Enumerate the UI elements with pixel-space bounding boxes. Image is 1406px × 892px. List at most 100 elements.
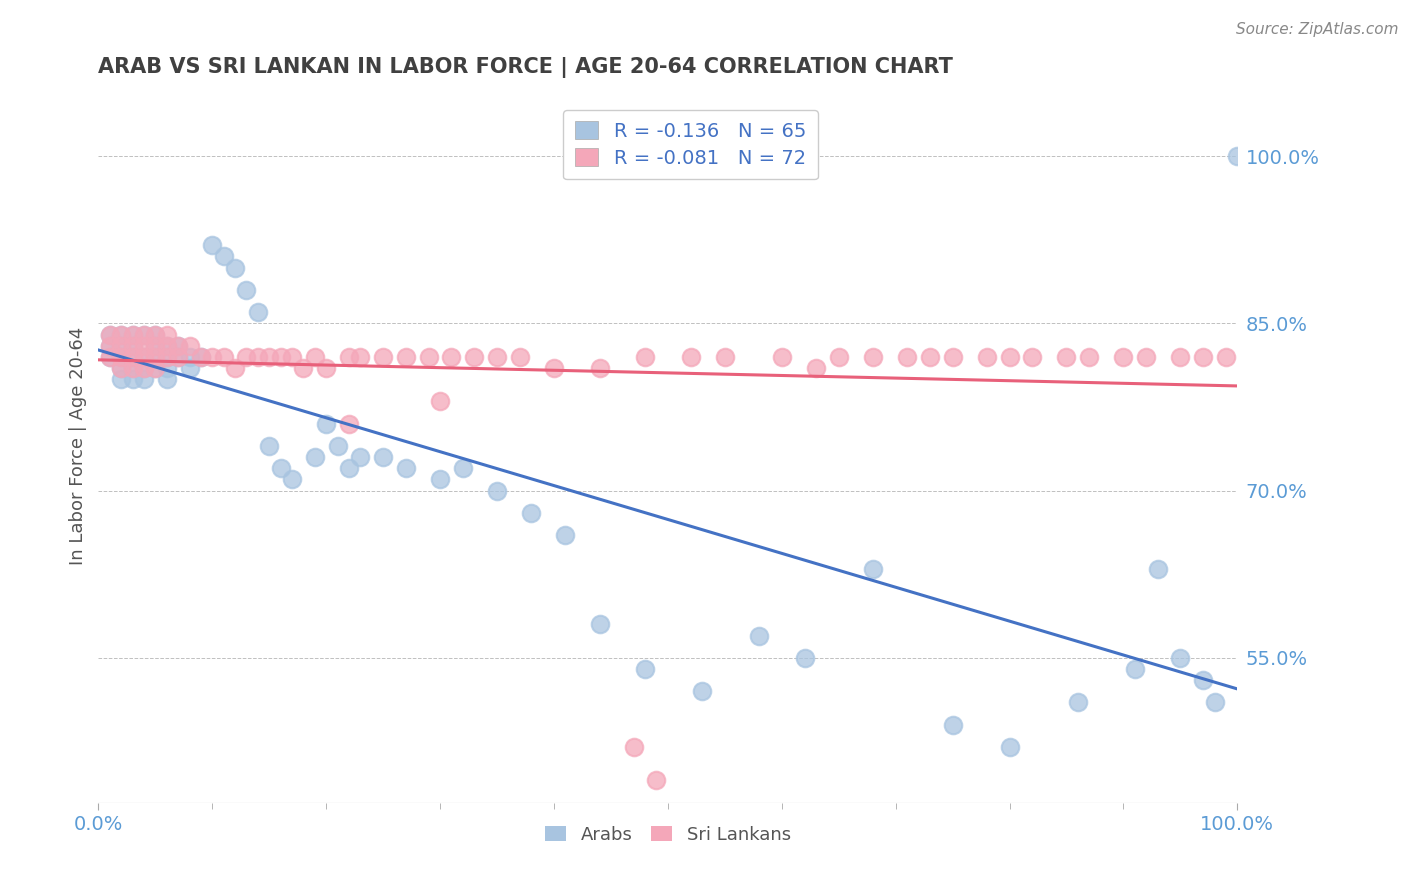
Point	[121, 372, 143, 386]
Point	[98, 327, 121, 342]
Point	[145, 339, 167, 353]
Point	[110, 360, 132, 375]
Point	[145, 327, 167, 342]
Point	[679, 350, 702, 364]
Point	[326, 439, 349, 453]
Point	[132, 372, 155, 386]
Point	[1135, 350, 1157, 364]
Point	[1215, 350, 1237, 364]
Point	[1192, 350, 1215, 364]
Point	[509, 350, 531, 364]
Point	[110, 339, 132, 353]
Point	[121, 339, 143, 353]
Point	[110, 350, 132, 364]
Point	[110, 327, 132, 342]
Point	[235, 350, 257, 364]
Point	[451, 461, 474, 475]
Point	[896, 350, 918, 364]
Point	[998, 740, 1021, 755]
Point	[1170, 651, 1192, 665]
Point	[110, 327, 132, 342]
Point	[588, 360, 610, 375]
Point	[418, 350, 440, 364]
Point	[793, 651, 815, 665]
Point	[190, 350, 212, 364]
Point	[156, 350, 179, 364]
Point	[190, 350, 212, 364]
Point	[588, 617, 610, 632]
Point	[371, 450, 394, 465]
Point	[121, 327, 143, 342]
Point	[132, 327, 155, 342]
Point	[145, 350, 167, 364]
Point	[337, 417, 360, 431]
Point	[554, 528, 576, 542]
Point	[132, 327, 155, 342]
Point	[98, 339, 121, 353]
Point	[634, 350, 657, 364]
Point	[349, 350, 371, 364]
Point	[156, 360, 179, 375]
Point	[304, 350, 326, 364]
Point	[121, 350, 143, 364]
Point	[1123, 662, 1146, 676]
Point	[292, 360, 315, 375]
Point	[623, 740, 645, 755]
Point	[132, 360, 155, 375]
Point	[98, 339, 121, 353]
Point	[862, 350, 884, 364]
Text: Source: ZipAtlas.com: Source: ZipAtlas.com	[1236, 22, 1399, 37]
Point	[145, 350, 167, 364]
Point	[121, 327, 143, 342]
Point	[1192, 673, 1215, 687]
Point	[942, 717, 965, 731]
Point	[337, 350, 360, 364]
Point	[395, 350, 418, 364]
Point	[201, 238, 224, 252]
Point	[167, 339, 190, 353]
Point	[167, 350, 190, 364]
Point	[121, 339, 143, 353]
Point	[156, 339, 179, 353]
Point	[645, 773, 668, 788]
Point	[132, 360, 155, 375]
Point	[156, 350, 179, 364]
Point	[212, 350, 235, 364]
Point	[918, 350, 941, 364]
Point	[371, 350, 394, 364]
Point	[349, 450, 371, 465]
Point	[270, 350, 292, 364]
Y-axis label: In Labor Force | Age 20-64: In Labor Force | Age 20-64	[69, 326, 87, 566]
Point	[337, 461, 360, 475]
Point	[463, 350, 485, 364]
Point	[315, 417, 337, 431]
Point	[132, 350, 155, 364]
Point	[862, 562, 884, 576]
Point	[429, 394, 451, 409]
Point	[520, 506, 543, 520]
Point	[714, 350, 737, 364]
Point	[1078, 350, 1101, 364]
Point	[270, 461, 292, 475]
Point	[145, 360, 167, 375]
Point	[486, 350, 509, 364]
Point	[246, 305, 269, 319]
Point	[259, 439, 281, 453]
Point	[748, 629, 770, 643]
Point	[110, 339, 132, 353]
Point	[179, 339, 201, 353]
Point	[98, 327, 121, 342]
Point	[121, 360, 143, 375]
Point	[145, 327, 167, 342]
Point	[156, 372, 179, 386]
Point	[976, 350, 998, 364]
Point	[1170, 350, 1192, 364]
Point	[1112, 350, 1135, 364]
Point	[145, 339, 167, 353]
Point	[167, 339, 190, 353]
Point	[179, 360, 201, 375]
Point	[942, 350, 965, 364]
Point	[395, 461, 418, 475]
Point	[132, 350, 155, 364]
Point	[281, 473, 304, 487]
